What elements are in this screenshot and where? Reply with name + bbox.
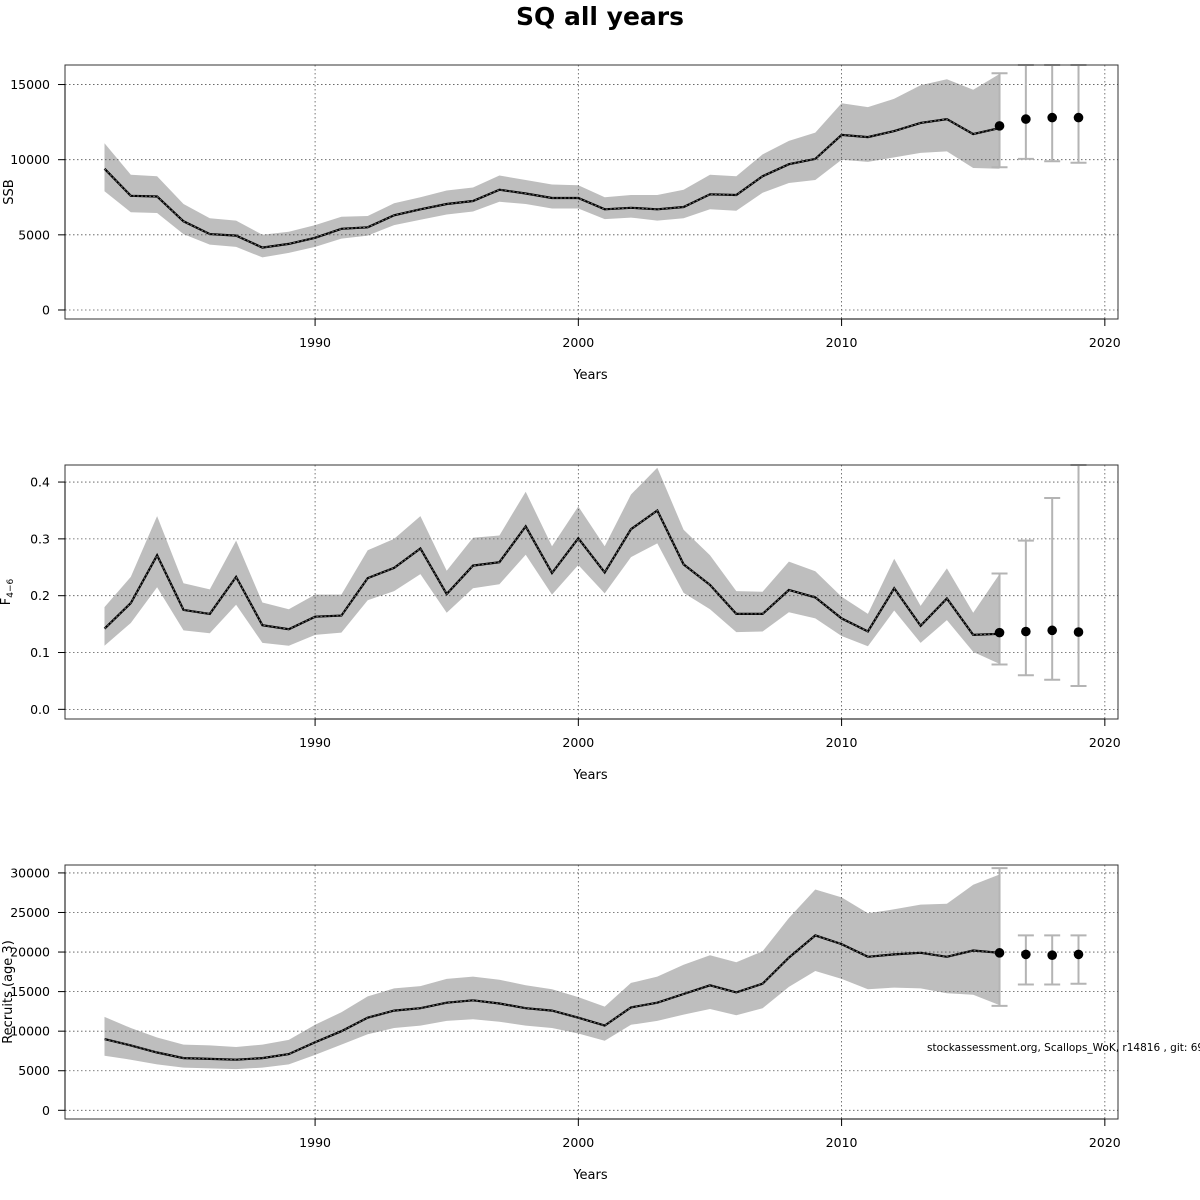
x-tick-label: 2000 bbox=[562, 735, 594, 750]
page-title: SQ all years bbox=[515, 2, 684, 31]
x-tick-label: 1990 bbox=[299, 1135, 331, 1150]
estimate-line-dash bbox=[104, 934, 1000, 1061]
panel-fishing-mortality: 1990 2000 2010 2020 0.0 0.1 0.2 0.3 0.4 Years F4−6 bbox=[0, 464, 1121, 783]
confidence-band bbox=[104, 467, 1000, 664]
projection-point bbox=[1073, 112, 1084, 123]
x-tick-label: 2010 bbox=[826, 335, 858, 350]
x-tick-label: 2010 bbox=[826, 735, 858, 750]
footnote: stockassessment.org, Scallops_WoK, r1481… bbox=[927, 1042, 1200, 1054]
panel-recruits: 1990 2000 2010 2020 0 5000 10000 15000 20000 2500… bbox=[1, 864, 1121, 1183]
projection-point bbox=[994, 121, 1005, 131]
y-tick-label: 5000 bbox=[18, 227, 50, 242]
x-tick-label: 2000 bbox=[562, 335, 594, 350]
y-axis-title: Recruits (age 3) bbox=[1, 940, 16, 1044]
y-tick-label: 0 bbox=[42, 1103, 50, 1118]
y-tick-label: 15000 bbox=[10, 984, 50, 999]
y-tick-label: 0 bbox=[42, 302, 50, 317]
y-tick-label: 25000 bbox=[10, 905, 50, 920]
projection-error-bar bbox=[1017, 934, 1034, 986]
x-tick-label: 2020 bbox=[1089, 1135, 1121, 1150]
projection-error-bar bbox=[1044, 496, 1061, 681]
x-tick-label: 1990 bbox=[299, 735, 331, 750]
y-axis-title-subscript: 4−6 bbox=[6, 578, 16, 597]
x-axis-title: Years bbox=[572, 768, 608, 783]
y-tick-label: 10000 bbox=[10, 1024, 50, 1039]
y-tick-label: 30000 bbox=[10, 865, 50, 880]
projection-point bbox=[1073, 627, 1084, 637]
projection-error-bar bbox=[1017, 539, 1034, 677]
y-tick-label: 20000 bbox=[10, 945, 50, 960]
estimate-line bbox=[103, 117, 1000, 249]
y-tick-label: 0.4 bbox=[30, 475, 50, 490]
y-tick-label: 0.0 bbox=[30, 702, 50, 717]
panel-ssb: 1990 2000 2010 2020 0 5000 10000 15000 Years SSB bbox=[2, 64, 1121, 383]
projection-point bbox=[1047, 950, 1057, 961]
x-tick-label: 1990 bbox=[299, 335, 331, 350]
projection-point bbox=[1047, 112, 1057, 123]
projection-point bbox=[1021, 949, 1031, 960]
x-axis-title: Years bbox=[572, 1168, 608, 1183]
x-tick-label: 2000 bbox=[562, 1135, 594, 1150]
projection-point bbox=[1021, 114, 1031, 124]
estimate-line-dash bbox=[104, 509, 1000, 636]
y-tick-label: 10000 bbox=[10, 152, 50, 167]
y-tick-label: 5000 bbox=[18, 1063, 50, 1078]
projection-point bbox=[994, 948, 1005, 958]
x-tick-label: 2020 bbox=[1089, 335, 1121, 350]
x-axis-title: Years bbox=[572, 368, 608, 383]
projection-error-bar bbox=[1070, 464, 1087, 688]
projection-error-bar bbox=[991, 572, 1008, 666]
projection-error-bar bbox=[1017, 64, 1034, 160]
y-axis-title: SSB bbox=[2, 179, 17, 204]
projection-point bbox=[994, 627, 1005, 638]
confidence-band bbox=[104, 874, 1000, 1070]
y-tick-label: 0.1 bbox=[30, 645, 50, 660]
y-tick-label: 15000 bbox=[10, 77, 50, 92]
x-tick-label: 2010 bbox=[826, 1135, 858, 1150]
projection-point bbox=[1073, 949, 1084, 960]
projection-error-bar bbox=[991, 72, 1008, 169]
projection-error-bar bbox=[1070, 934, 1087, 985]
projection-point bbox=[1021, 626, 1031, 637]
confidence-band bbox=[104, 74, 1000, 258]
y-tick-label: 0.2 bbox=[30, 588, 50, 603]
x-tick-label: 2020 bbox=[1089, 735, 1121, 750]
y-tick-label: 0.3 bbox=[30, 531, 50, 546]
projection-point bbox=[1047, 625, 1057, 636]
y-axis-title: F4−6 bbox=[0, 578, 16, 605]
projection-error-bar bbox=[991, 867, 1008, 1007]
